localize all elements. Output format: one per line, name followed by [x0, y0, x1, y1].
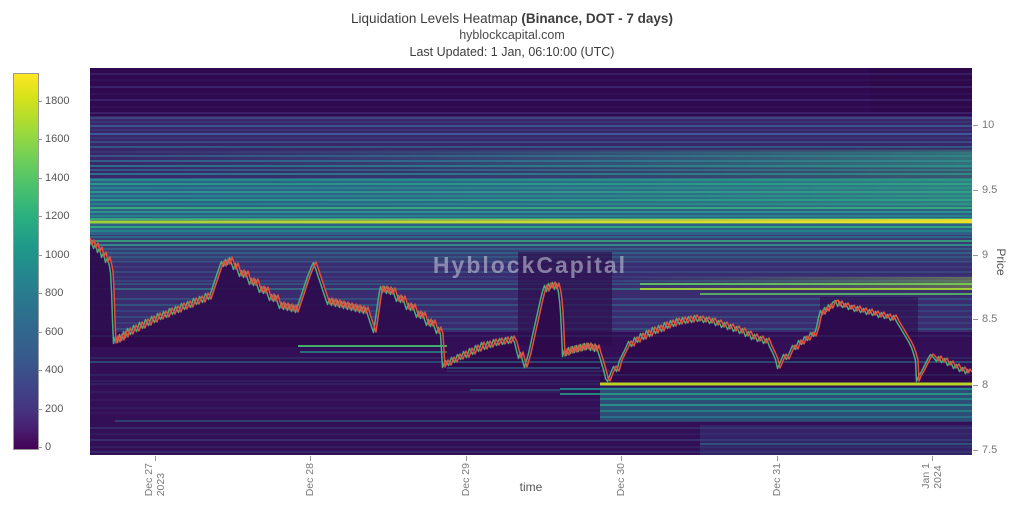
price-tick-label: 8.5	[982, 312, 998, 325]
colorbar-tick-label: 400	[45, 364, 64, 376]
time-tick-mark	[932, 456, 933, 461]
price-tick-mark	[973, 190, 978, 191]
heatmap-canvas[interactable]	[86, 68, 973, 455]
price-tick-mark	[973, 385, 978, 386]
colorbar-tick-label: 1600	[45, 133, 70, 145]
colorbar-gradient	[13, 73, 39, 450]
colorbar-tick-label: 800	[45, 287, 64, 299]
price-tick-label: 9.5	[982, 183, 998, 196]
title-bold: (Binance, DOT - 7 days)	[521, 11, 673, 26]
time-tick-label: Dec 29	[460, 463, 493, 496]
time-tick-mark	[466, 456, 467, 461]
colorbar-tick-mark	[38, 447, 42, 448]
colorbar-tick-mark	[38, 255, 42, 256]
colorbar-tick-label: 1200	[45, 210, 70, 222]
colorbar-tick-mark	[38, 101, 42, 102]
time-tick-mark	[155, 456, 156, 461]
price-tick-mark	[973, 255, 978, 256]
price-tick-mark	[973, 125, 978, 126]
colorbar-tick-label: 200	[45, 403, 64, 415]
page-title: Liquidation Levels Heatmap (Binance, DOT…	[0, 10, 1024, 27]
price-line-red	[89, 237, 973, 382]
title-plain: Liquidation Levels Heatmap	[351, 11, 522, 26]
colorbar-tick-mark	[38, 216, 42, 217]
time-tick-mark	[310, 456, 311, 461]
price-tick-label: 7.5	[982, 443, 998, 456]
colorbar-tick-label: 1400	[45, 172, 70, 184]
time-tick-label: Dec 31	[771, 463, 804, 496]
price-tick-mark	[973, 319, 978, 320]
colorbar-tick-label: 0	[45, 441, 52, 453]
chart-header: Liquidation Levels Heatmap (Binance, DOT…	[0, 10, 1024, 61]
colorbar-tick-mark	[38, 178, 42, 179]
heatmap-plot[interactable]	[86, 68, 973, 455]
time-tick-label: Dec 28	[304, 463, 337, 496]
y-axis-title: Price	[994, 248, 1008, 276]
time-tick-mark	[777, 456, 778, 461]
price-tick-mark	[973, 450, 978, 451]
colorbar-tick-label: 1800	[45, 95, 70, 107]
x-axis-title: time	[519, 480, 543, 494]
time-tick-mark	[621, 456, 622, 461]
colorbar-tick-mark	[38, 409, 42, 410]
price-tick-label: 8	[982, 378, 989, 391]
colorbar-tick-label: 600	[45, 326, 64, 338]
price-tick-label: 10	[982, 118, 995, 131]
colorbar-tick-mark	[38, 293, 42, 294]
price-tick-label: 9	[982, 248, 989, 261]
time-tick-label: Dec 30	[615, 463, 648, 496]
colorbar-tick-mark	[38, 332, 42, 333]
colorbar-tick-mark	[38, 370, 42, 371]
last-updated: Last Updated: 1 Jan, 06:10:00 (UTC)	[409, 45, 615, 59]
colorbar-tick-label: 1000	[45, 249, 70, 261]
chart-subtitle: hyblockcapital.com	[459, 28, 565, 42]
colorbar-tick-mark	[38, 139, 42, 140]
